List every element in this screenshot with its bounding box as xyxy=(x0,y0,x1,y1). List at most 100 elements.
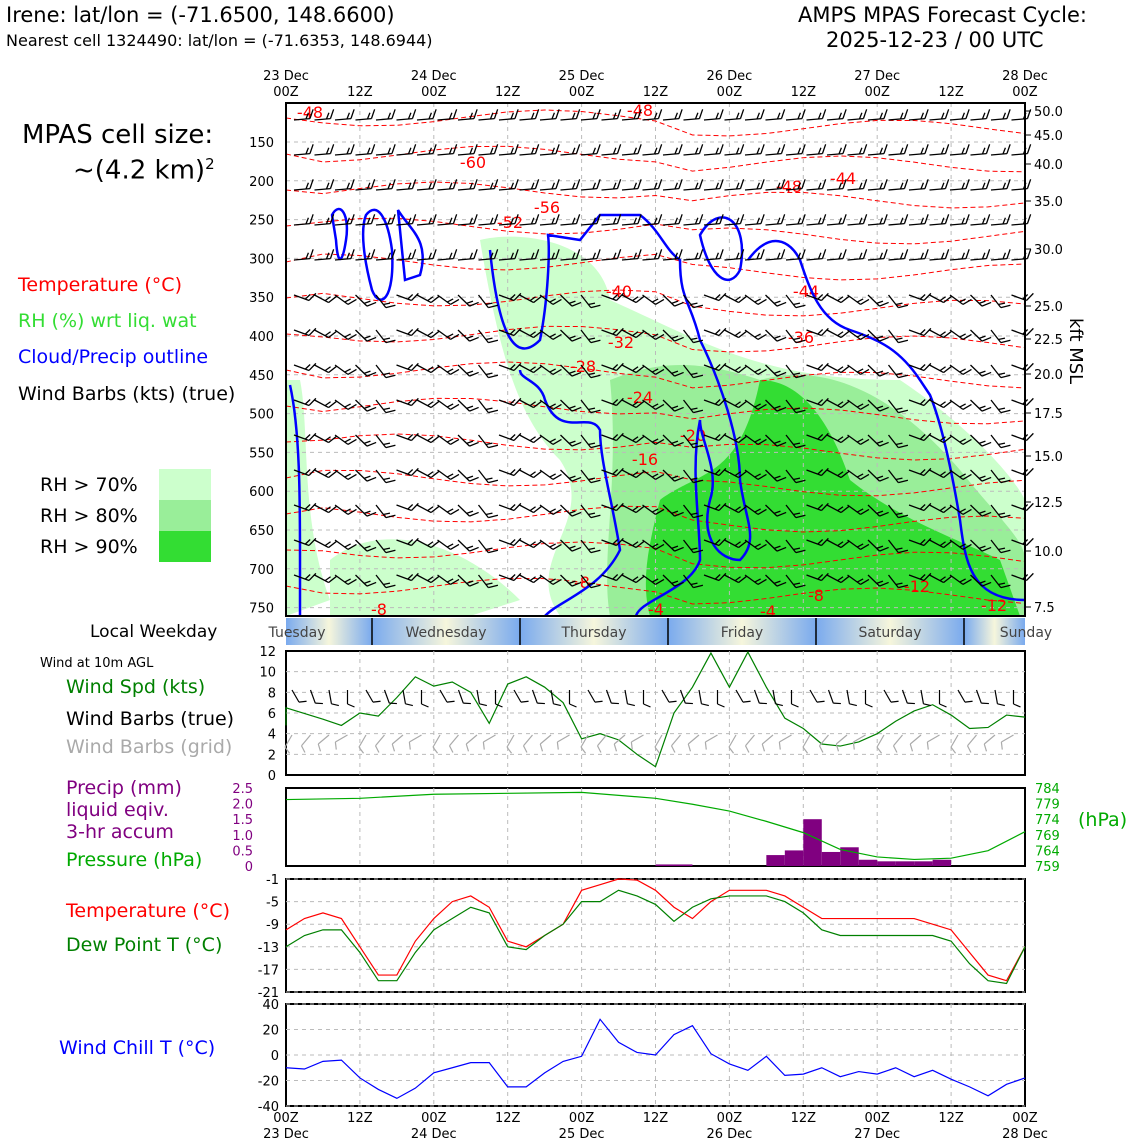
barb-shaft xyxy=(662,574,675,587)
wind-barb-grid xyxy=(818,734,829,753)
barb-shaft xyxy=(908,294,925,302)
barb-flag xyxy=(510,112,515,120)
barb-flag xyxy=(427,541,434,547)
wind-barb-grid xyxy=(835,734,848,752)
barb-shaft xyxy=(580,504,592,519)
barb-flag xyxy=(616,249,622,259)
barb-flag xyxy=(385,374,396,379)
barb-flag xyxy=(616,214,622,224)
wind-barb xyxy=(560,294,582,307)
barb-shaft xyxy=(744,222,761,226)
barb-shaft xyxy=(654,734,663,748)
barb-flag xyxy=(1026,292,1034,301)
wind-barb xyxy=(621,504,645,514)
barb-flag xyxy=(757,578,767,585)
wind-barb-true xyxy=(809,689,825,703)
barb-flag xyxy=(1000,304,1011,309)
wind-barb xyxy=(826,249,847,261)
barb-flag xyxy=(363,405,371,409)
barb-shaft xyxy=(642,364,656,375)
barb-shaft xyxy=(724,434,739,444)
barb-flag xyxy=(919,364,926,370)
barb-flag xyxy=(469,182,474,190)
barb-shaft xyxy=(661,689,670,703)
barb-shaft xyxy=(476,689,481,704)
barb-shaft xyxy=(867,399,880,412)
barb-shaft xyxy=(724,222,741,226)
barb-flag xyxy=(693,444,704,449)
barb-flag xyxy=(674,371,684,377)
wind-barb xyxy=(887,469,909,484)
wind-barb xyxy=(580,504,601,519)
barb-shaft xyxy=(724,539,739,549)
barb-shaft xyxy=(437,187,454,191)
barb-flag xyxy=(961,217,966,225)
wind-barb xyxy=(416,434,440,444)
barb-flag xyxy=(575,144,581,154)
barb-shaft xyxy=(744,294,759,305)
wind-barb xyxy=(314,434,337,444)
barb-flag xyxy=(633,217,638,225)
wind-barb xyxy=(929,329,952,339)
wind-barb xyxy=(682,469,704,484)
barb-flag xyxy=(981,546,992,552)
barb-flag xyxy=(876,580,884,584)
wind-barb xyxy=(785,249,806,261)
barb-flag xyxy=(334,741,337,750)
barb-flag xyxy=(817,364,824,370)
wind-barb xyxy=(416,249,437,261)
barb-shaft xyxy=(539,504,554,515)
barb-flag xyxy=(653,252,658,260)
barb-shaft xyxy=(293,434,310,442)
barb-flag xyxy=(328,295,337,304)
barb-shaft xyxy=(621,504,637,514)
barb-flag xyxy=(366,581,377,587)
wind-barb xyxy=(826,294,850,304)
barb-shaft xyxy=(853,734,866,743)
temp-contour xyxy=(285,289,1026,317)
barb-flag xyxy=(793,547,801,551)
precip-bar xyxy=(858,859,878,866)
wind-barb xyxy=(560,144,581,156)
barb-shaft xyxy=(557,734,570,743)
barb-flag xyxy=(514,214,519,224)
wind-barb-grid xyxy=(358,734,367,754)
barb-shaft xyxy=(457,574,470,587)
weekday-label: Wednesday xyxy=(405,625,486,641)
barb-shaft xyxy=(809,689,818,703)
rh70-label: RH > 70% xyxy=(40,474,138,496)
wind-barb xyxy=(929,249,950,261)
barb-flag xyxy=(344,543,351,548)
barb-flag xyxy=(633,112,638,120)
barb-shaft xyxy=(876,734,885,748)
barb-flag xyxy=(776,147,781,155)
barb-shaft xyxy=(334,294,349,305)
barb-flag xyxy=(756,112,761,120)
precip-bar xyxy=(895,861,915,866)
barb-flag xyxy=(407,217,412,225)
top-date-label: 25 Dec xyxy=(559,69,605,84)
barb-flag xyxy=(509,399,516,405)
wind-barb-true xyxy=(624,689,635,707)
barb-flag xyxy=(801,179,806,189)
barb-shaft xyxy=(498,329,515,337)
wind-barb xyxy=(990,179,1011,191)
wind-barb xyxy=(457,329,479,342)
barb-shaft xyxy=(990,329,1002,344)
barb-flag xyxy=(651,438,659,443)
barb-shaft xyxy=(662,222,679,226)
barb-flag xyxy=(693,479,704,484)
wind-barb xyxy=(867,249,888,261)
barb-flag xyxy=(309,214,314,224)
barb-flag xyxy=(329,249,335,259)
wind-barb xyxy=(437,294,460,305)
barb-shaft xyxy=(990,294,1002,309)
barb-flag xyxy=(363,370,371,374)
barb-flag xyxy=(632,471,639,477)
wind-barb xyxy=(477,539,499,554)
wind-barb xyxy=(539,399,562,410)
barb-shaft xyxy=(477,539,489,554)
barb-shaft xyxy=(970,539,983,552)
wind-barb xyxy=(785,329,806,344)
barb-flag xyxy=(856,403,864,408)
